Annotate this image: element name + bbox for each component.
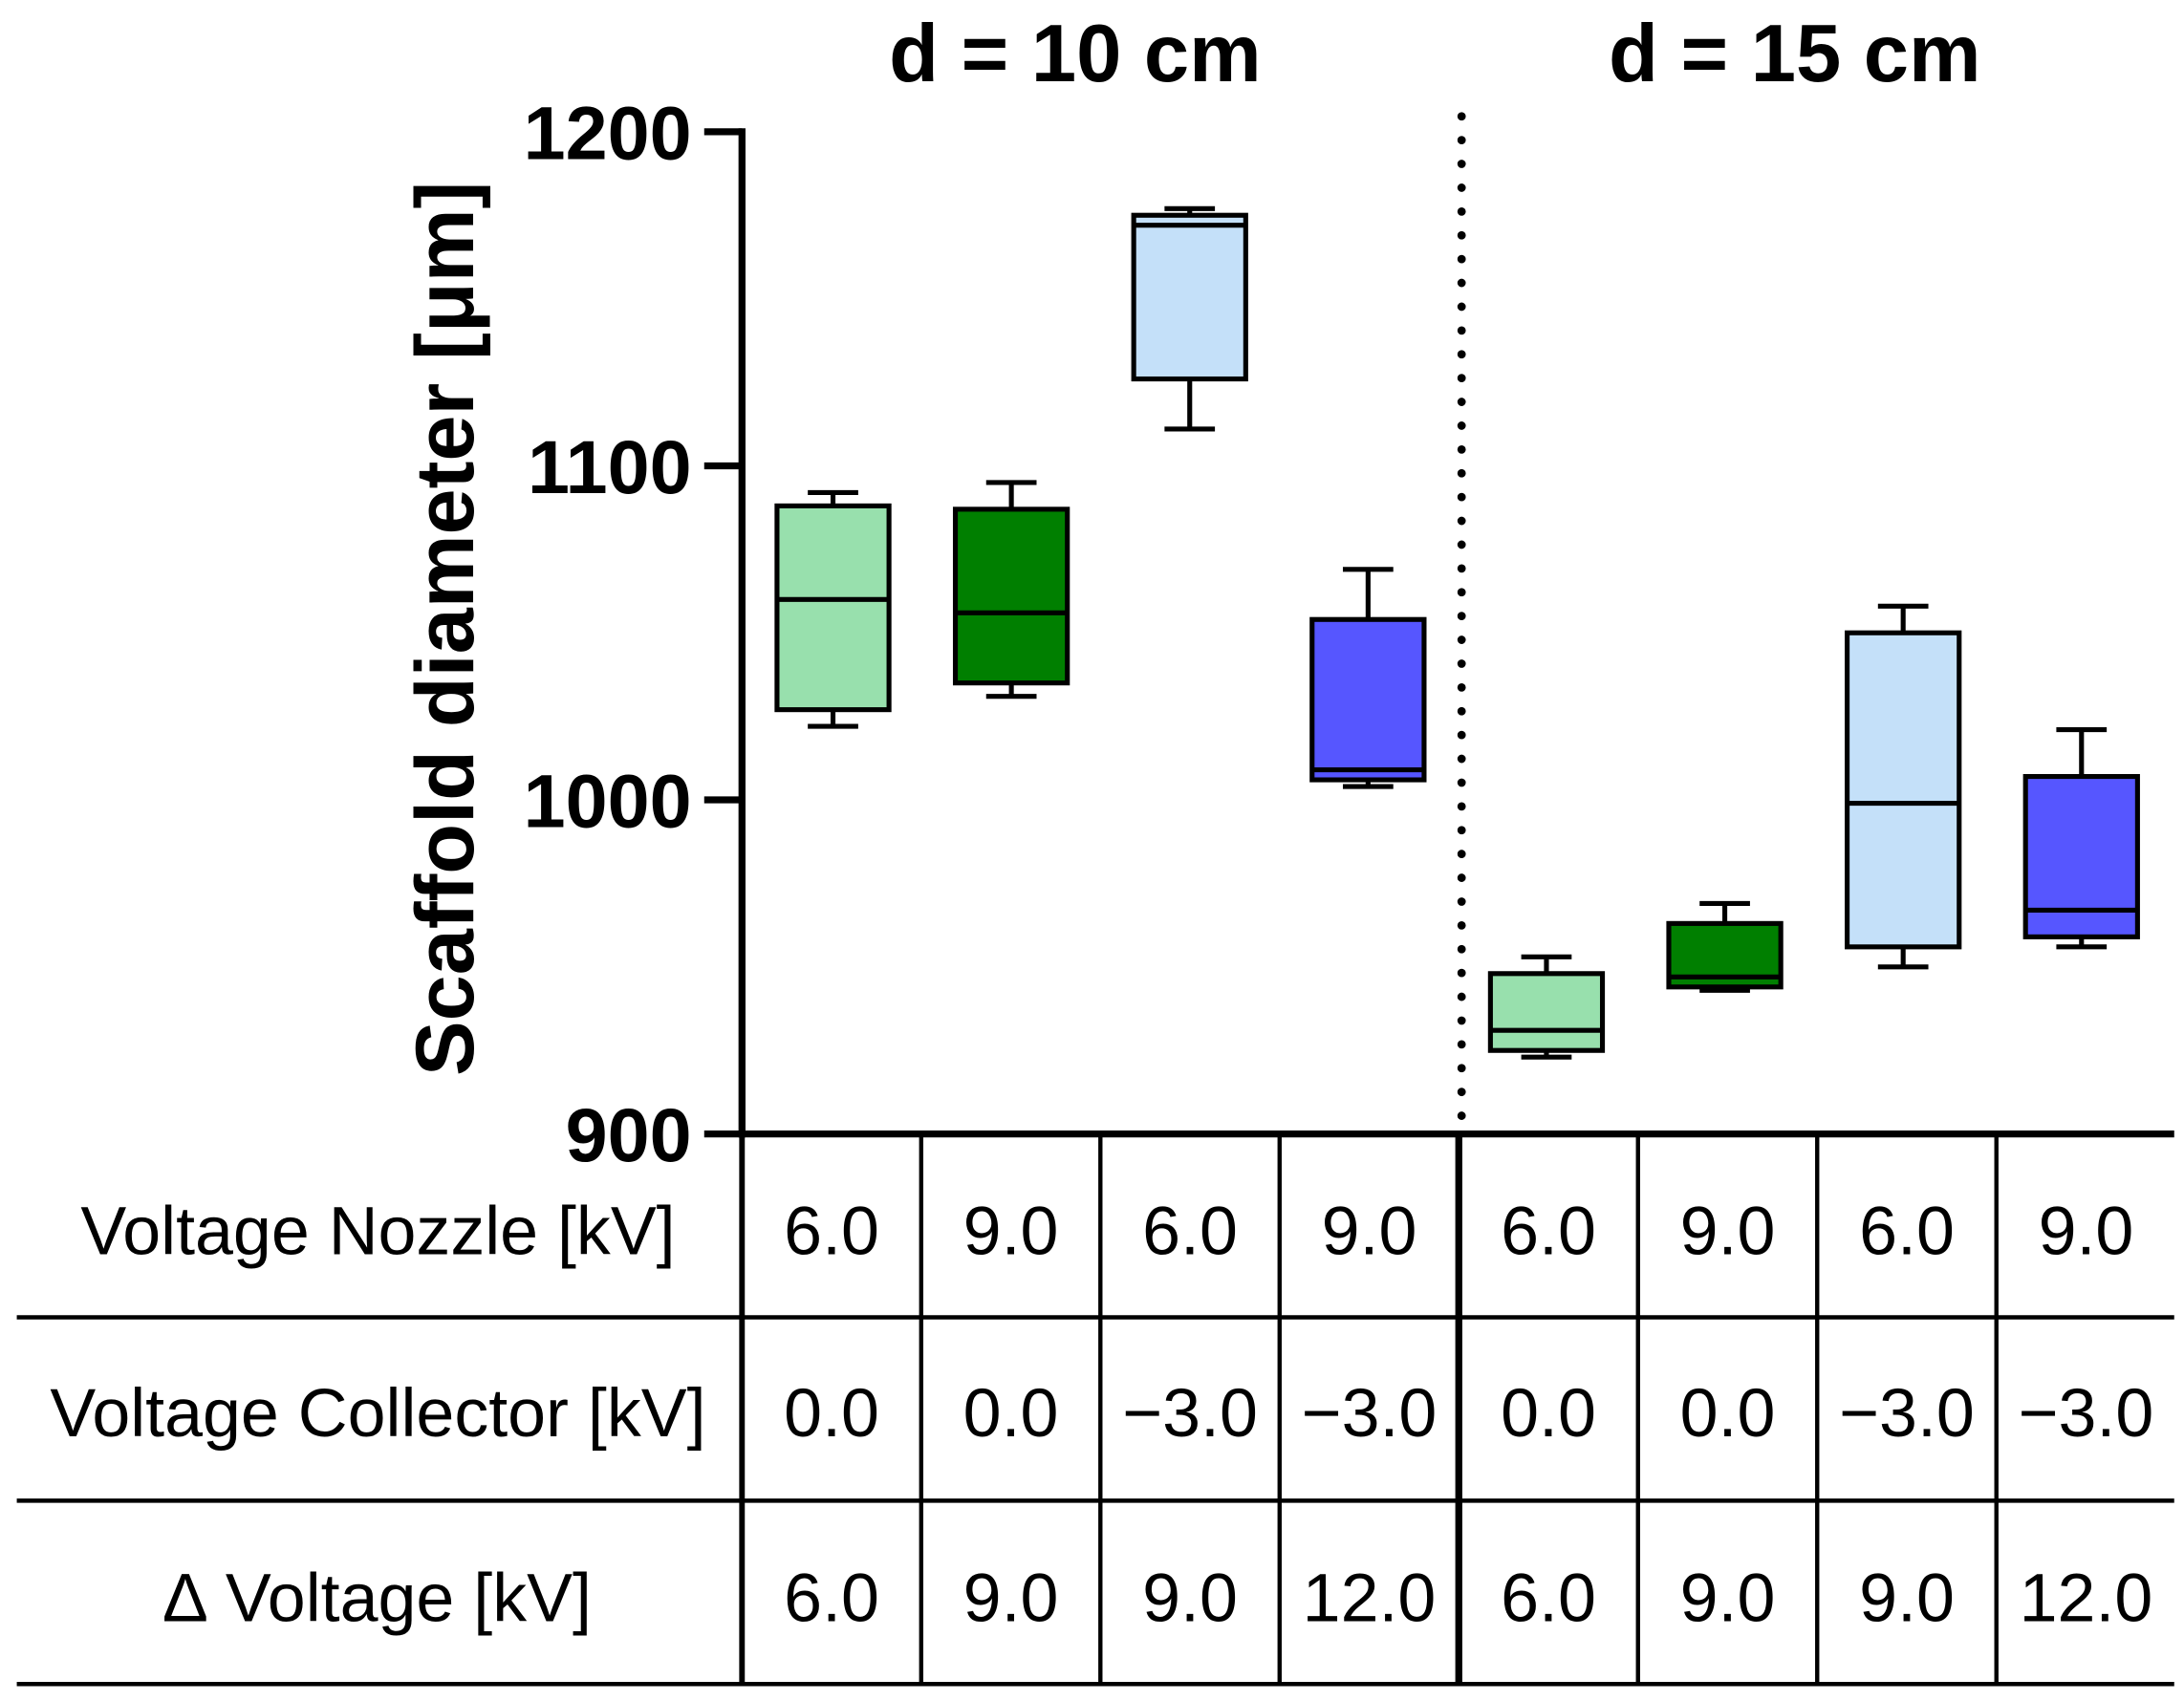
table-cell: −3.0 bbox=[2019, 1375, 2154, 1452]
table-row-voltage-nozzle: Voltage Nozzle [kV] 6.0 9.0 6.0 9.0 6.0 … bbox=[80, 1194, 2133, 1270]
table-cell: −3.0 bbox=[1302, 1375, 1438, 1452]
box-1-iqr-box bbox=[774, 503, 892, 713]
box-2-iqr-box bbox=[952, 506, 1070, 686]
table-row-voltage-collector: Voltage Collector [kV] 0.0 0.0 −3.0 −3.0… bbox=[50, 1375, 2153, 1452]
table-cell: 9.0 bbox=[1322, 1194, 1417, 1270]
table-cell: 6.0 bbox=[1142, 1194, 1238, 1270]
table-cell: 9.0 bbox=[2039, 1194, 2134, 1270]
box-8-iqr-box bbox=[2022, 773, 2140, 939]
box-group-7 bbox=[1845, 603, 1962, 970]
table-cell: 12.0 bbox=[2020, 1560, 2153, 1636]
table-cell: 9.0 bbox=[1680, 1194, 1776, 1270]
panel-label-d15: d = 15 cm bbox=[1609, 9, 1981, 99]
row-label-voltage-collector: Voltage Collector [kV] bbox=[50, 1375, 705, 1452]
table-row-delta-voltage: ∆ Voltage [kV] 6.0 9.0 9.0 12.0 6.0 9.0 … bbox=[164, 1560, 2152, 1636]
panel-label-d10: d = 10 cm bbox=[889, 9, 1262, 99]
table-cell: 9.0 bbox=[963, 1194, 1059, 1270]
box-group-6 bbox=[1666, 900, 1784, 993]
y-tick-label-900: 900 bbox=[566, 1092, 692, 1177]
table-cell: 0.0 bbox=[1501, 1375, 1596, 1452]
box-group-4 bbox=[1309, 567, 1427, 789]
table-cell: 0.0 bbox=[1680, 1375, 1776, 1452]
table-cell: −3.0 bbox=[1839, 1375, 1975, 1452]
box-7-iqr-box bbox=[1845, 630, 1962, 950]
table-cell: 12.0 bbox=[1303, 1560, 1437, 1636]
box-plots bbox=[774, 205, 2140, 1060]
y-tick-label-1100: 1100 bbox=[528, 424, 692, 509]
y-tick-label-1000: 1000 bbox=[524, 759, 692, 844]
box-5-iqr-box bbox=[1487, 971, 1606, 1053]
table-cell: 0.0 bbox=[784, 1375, 879, 1452]
box-3-iqr-box bbox=[1131, 212, 1248, 382]
box-group-1 bbox=[774, 489, 892, 729]
table-cell: 0.0 bbox=[963, 1375, 1059, 1452]
table-cell: 6.0 bbox=[1859, 1194, 1955, 1270]
box-4-iqr-box bbox=[1309, 616, 1427, 783]
row-label-voltage-nozzle: Voltage Nozzle [kV] bbox=[80, 1194, 675, 1270]
table-cell: −3.0 bbox=[1122, 1375, 1258, 1452]
box-group-8 bbox=[2022, 727, 2140, 950]
table-cell: 9.0 bbox=[1859, 1560, 1955, 1636]
table-cell: 6.0 bbox=[784, 1560, 879, 1636]
box-group-5 bbox=[1487, 954, 1606, 1060]
box-group-3 bbox=[1131, 205, 1248, 432]
row-label-delta-voltage: ∆ Voltage [kV] bbox=[164, 1560, 592, 1636]
box-group-2 bbox=[952, 480, 1070, 700]
table-cell: 6.0 bbox=[784, 1194, 879, 1270]
table-cell: 6.0 bbox=[1501, 1560, 1596, 1636]
y-tick-label-1200: 1200 bbox=[524, 90, 692, 175]
condition-table-grid bbox=[16, 1133, 2174, 1687]
table-cell: 9.0 bbox=[1142, 1560, 1238, 1636]
table-cell: 6.0 bbox=[1501, 1194, 1596, 1270]
table-cell: 9.0 bbox=[963, 1560, 1059, 1636]
table-cell: 9.0 bbox=[1680, 1560, 1776, 1636]
y-axis-label: Scaffold diameter [μm] bbox=[400, 182, 491, 1076]
